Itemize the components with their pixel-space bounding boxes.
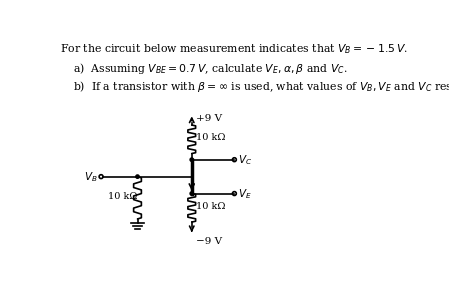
Text: b)  If a transistor with $\beta = \infty$ is used, what values of $V_B, V_E$ and: b) If a transistor with $\beta = \infty$… xyxy=(73,79,449,94)
Circle shape xyxy=(190,158,194,161)
Text: $V_B$: $V_B$ xyxy=(84,171,97,184)
Text: a)  Assuming $V_{BE} = 0.7\,V$, calculate $V_E, \alpha, \beta$ and $V_C$.: a) Assuming $V_{BE} = 0.7\,V$, calculate… xyxy=(73,61,348,76)
Text: −9 V: −9 V xyxy=(196,237,222,246)
Circle shape xyxy=(190,192,194,195)
Text: For the circuit below measurement indicates that $V_B = -1.5\,V$.: For the circuit below measurement indica… xyxy=(60,43,408,57)
Text: $V_E$: $V_E$ xyxy=(238,188,252,201)
Text: +9 V: +9 V xyxy=(196,114,222,123)
Circle shape xyxy=(136,175,139,178)
Text: 10 kΩ: 10 kΩ xyxy=(108,192,137,201)
Text: 10 kΩ: 10 kΩ xyxy=(196,133,225,142)
Text: $V_C$: $V_C$ xyxy=(238,154,252,167)
Text: 10 kΩ: 10 kΩ xyxy=(196,202,225,211)
